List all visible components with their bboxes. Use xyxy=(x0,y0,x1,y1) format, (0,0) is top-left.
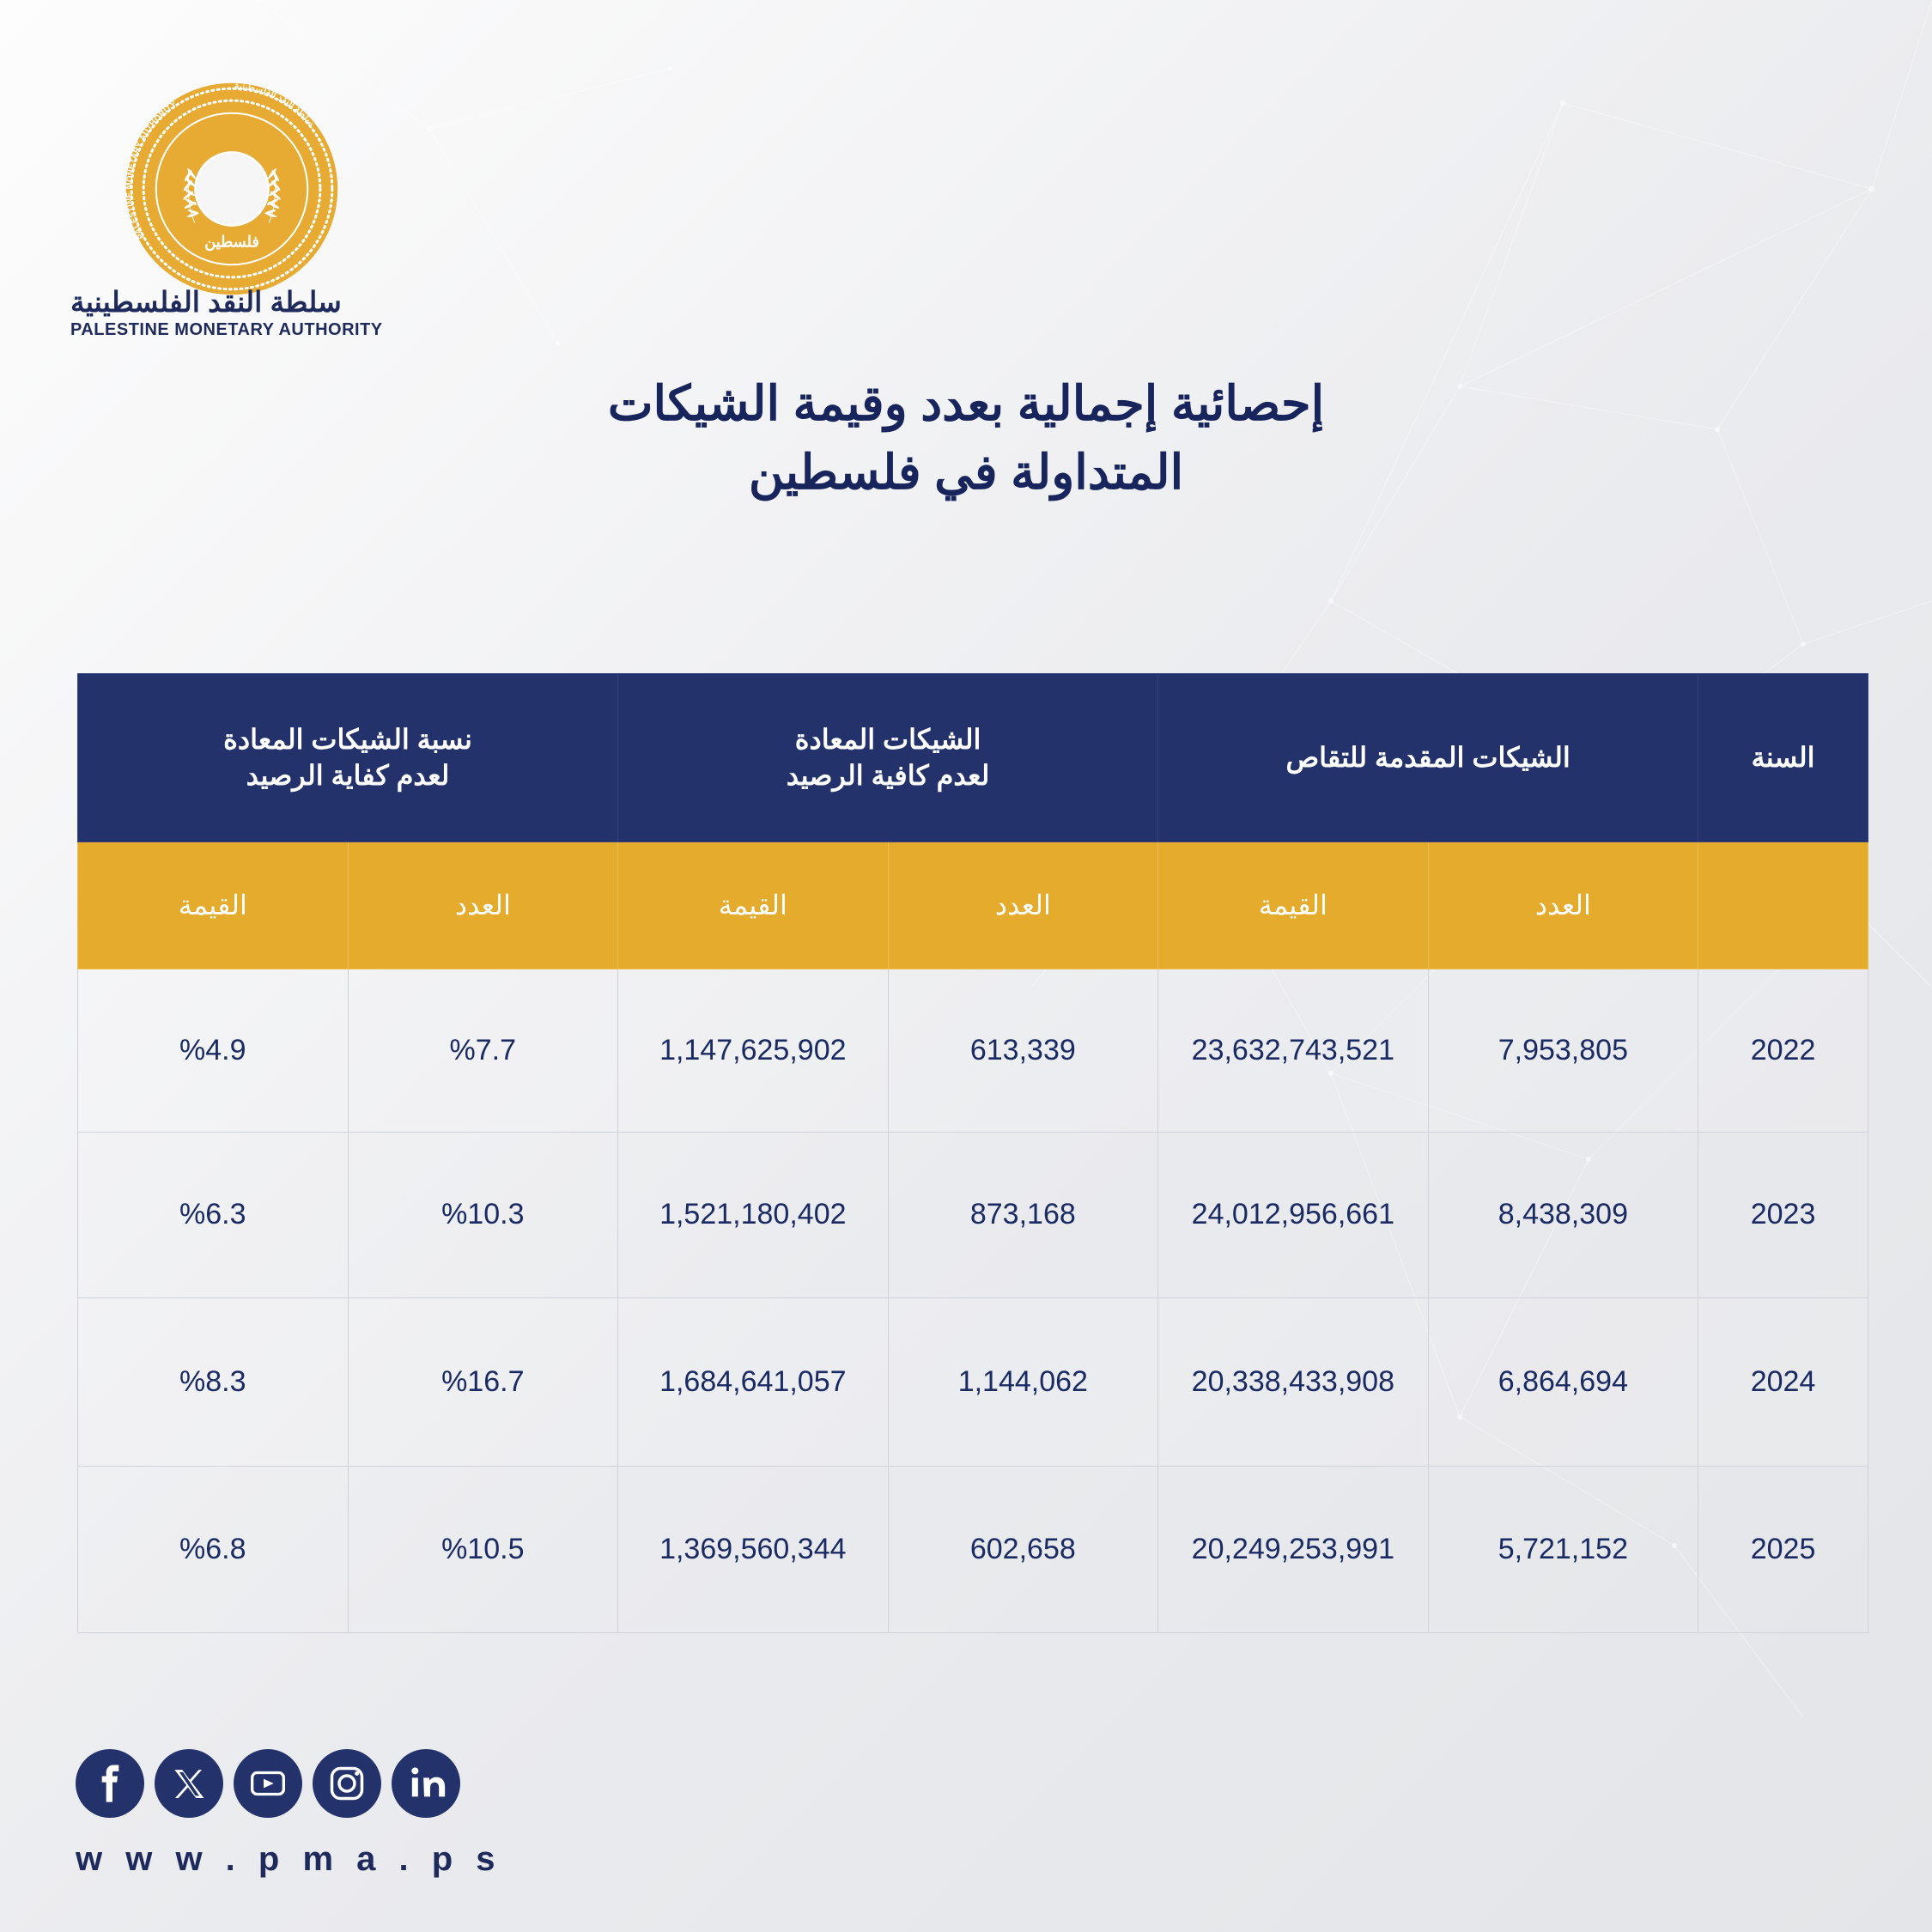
svg-text:فلسطين: فلسطين xyxy=(204,233,259,251)
